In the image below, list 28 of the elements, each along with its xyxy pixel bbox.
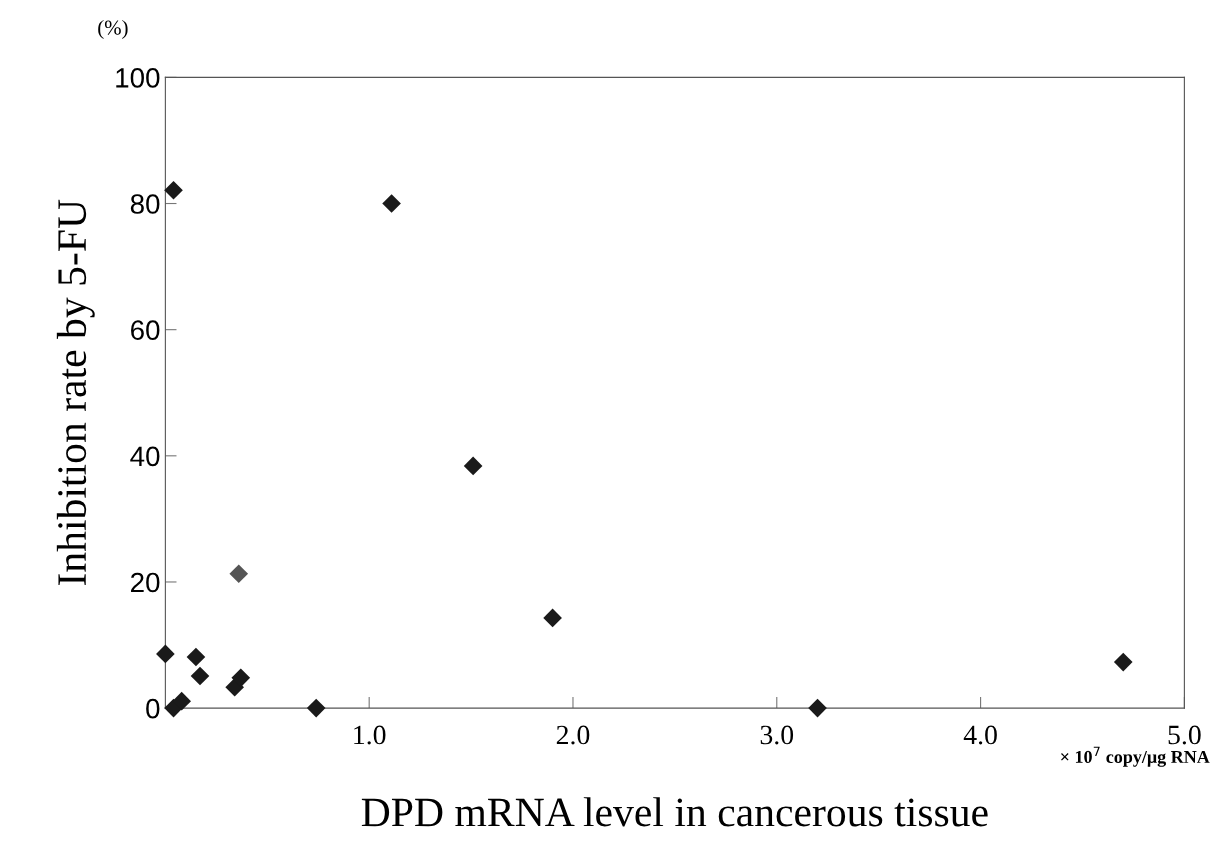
- x-tick-label: 4.0: [963, 725, 997, 745]
- x-tick-label: 5.0: [1168, 725, 1201, 745]
- point: [172, 691, 191, 711]
- point: [382, 194, 401, 213]
- point: [231, 668, 251, 688]
- y-tick-label: 100: [116, 68, 160, 88]
- point: [808, 698, 827, 718]
- y-tick-label: 80: [130, 194, 160, 214]
- x-axis-title: DPD mRNA level in cancerous tissue: [361, 797, 988, 827]
- point: [164, 180, 183, 200]
- y-tick-label: 0: [146, 698, 160, 719]
- x-tick-label: 3.0: [760, 725, 794, 745]
- y-tick-label: 40: [130, 446, 160, 467]
- y-axis-title: Inhibition rate by 5-FU: [56, 199, 95, 586]
- y-tick-label: 60: [131, 320, 160, 341]
- point: [190, 666, 210, 686]
- x-tick-label: 1.0: [354, 725, 386, 745]
- point: [156, 644, 175, 664]
- text: × 10$^{7}$ copy/μg RNA: [1061, 746, 1210, 767]
- point: [306, 698, 326, 718]
- y-tick-label: 20: [131, 572, 160, 593]
- point: [186, 647, 206, 667]
- x-tick-label: 2.0: [556, 725, 590, 745]
- point: [1113, 652, 1133, 672]
- point: [463, 456, 483, 476]
- point: [229, 564, 249, 584]
- text: (%): [98, 19, 128, 39]
- point: [543, 608, 562, 628]
